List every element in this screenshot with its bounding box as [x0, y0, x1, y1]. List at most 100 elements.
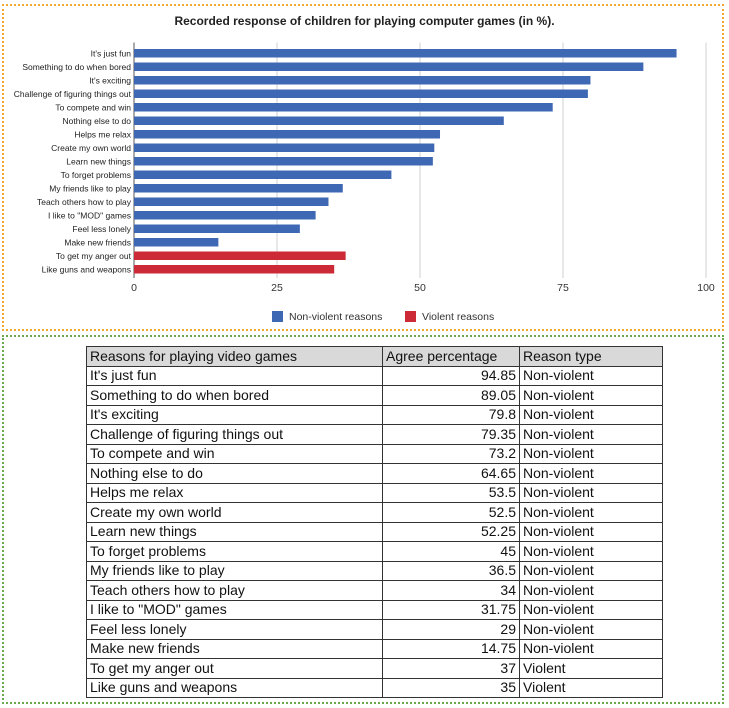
table-row: Feel less lonely 29 Non-violent: [86, 619, 663, 640]
category-label: Feel less lonely: [72, 224, 131, 234]
percentage-cell: 89.05: [382, 385, 520, 406]
reason-type-cell: Violent: [519, 677, 663, 698]
table-row: I like to "MOD" games 31.75 Non-violent: [86, 599, 663, 620]
reason-type-cell: Non-violent: [519, 404, 663, 425]
category-label: To get my anger out: [56, 251, 132, 261]
reason-cell: I like to "MOD" games: [86, 599, 383, 620]
reason-type-cell: Non-violent: [519, 521, 663, 542]
percentage-cell: 29: [382, 619, 520, 640]
bar: [134, 184, 343, 193]
bar: [134, 89, 588, 98]
x-tick-label: 0: [131, 282, 137, 294]
category-label: Nothing else to do: [62, 116, 131, 126]
table-row: To compete and win 73.2 Non-violent: [86, 443, 663, 464]
legend-swatch: [405, 311, 416, 322]
table-row: To forget problems 45 Non-violent: [86, 541, 663, 562]
table-row: Something to do when bored 89.05 Non-viole…: [86, 385, 663, 406]
reason-type-cell: Non-violent: [519, 619, 663, 640]
percentage-cell: 73.2: [382, 443, 520, 464]
table-row: Create my own world 52.5 Non-violent: [86, 502, 663, 523]
x-tick-label: 50: [414, 282, 426, 294]
bar: [134, 170, 392, 179]
legend-swatch: [272, 311, 283, 322]
reason-type-cell: Non-violent: [519, 599, 663, 620]
x-tick-label: 75: [557, 282, 569, 294]
table-row: My friends like to play 36.5 Non-violent: [86, 560, 663, 581]
reason-type-cell: Non-violent: [519, 580, 663, 601]
reason-cell: To compete and win: [86, 443, 383, 464]
reason-cell: It's exciting: [86, 404, 383, 425]
bar: [134, 103, 553, 112]
reason-type-cell: Non-violent: [519, 502, 663, 523]
table-row: Teach others how to play 34 Non-violent: [86, 580, 663, 601]
percentage-cell: 35: [382, 677, 520, 698]
table-panel: [2, 335, 724, 704]
percentage-cell: 36.5: [382, 560, 520, 581]
reason-cell: To forget problems: [86, 541, 383, 562]
x-tick-label: 25: [271, 282, 283, 294]
bar: [134, 211, 316, 220]
reason-type-cell: Non-violent: [519, 385, 663, 406]
reason-cell: Challenge of figuring things out: [86, 424, 383, 445]
reason-type-cell: Non-violent: [519, 560, 663, 581]
percentage-cell: 79.35: [382, 424, 520, 445]
bar-chart: 0 25 50 75 100 It's just fun Something to do w…: [14, 42, 715, 323]
reason-type-cell: Non-violent: [519, 482, 663, 503]
table-row: To get my anger out 37 Violent: [86, 658, 663, 679]
percentage-cell: 64.65: [382, 463, 520, 484]
category-label: It's just fun: [91, 48, 132, 58]
reason-cell: Helps me relax: [86, 482, 383, 503]
bar: [134, 265, 335, 274]
bar: [134, 238, 219, 247]
bar: [134, 251, 346, 260]
table-header-row: Reasons for playing video games Agree per…: [86, 346, 663, 367]
bar: [134, 157, 433, 166]
reason-type-cell: Non-violent: [519, 424, 663, 445]
percentage-cell: 34: [382, 580, 520, 601]
reason-type-cell: Non-violent: [519, 638, 663, 659]
category-label: Make new friends: [64, 237, 131, 247]
reason-cell: Feel less lonely: [86, 619, 383, 640]
bar: [134, 224, 300, 233]
percentage-cell: 31.75: [382, 599, 520, 620]
x-tick-label: 100: [697, 282, 715, 294]
reason-type-cell: Non-violent: [519, 463, 663, 484]
category-label: Learn new things: [66, 156, 131, 166]
percentage-cell: 79.8: [382, 404, 520, 425]
table-row: Like guns and weapons 35 Violent: [86, 677, 663, 698]
table-row: Make new friends 14.75 Non-violent: [86, 638, 663, 659]
reason-cell: Learn new things: [86, 521, 383, 542]
table-row: It's exciting 79.8 Non-violent: [86, 404, 663, 425]
bar: [134, 76, 591, 85]
category-label: It's exciting: [89, 75, 131, 85]
category-label: Like guns and weapons: [42, 264, 131, 274]
column-header: Agree percentage: [382, 346, 520, 367]
table-row: Nothing else to do 64.65 Non-violent: [86, 463, 663, 484]
table-row: Learn new things 52.25 Non-violent: [86, 521, 663, 542]
category-label: Challenge of figuring things out: [14, 89, 132, 99]
bar: [134, 116, 504, 125]
table-row: Challenge of figuring things out 79.35 Non…: [86, 424, 663, 445]
reason-cell: Nothing else to do: [86, 463, 383, 484]
category-label: I like to "MOD" games: [48, 210, 131, 220]
reason-cell: My friends like to play: [86, 560, 383, 581]
chart-title: Recorded response of children for playin…: [174, 14, 555, 28]
reason-cell: Make new friends: [86, 638, 383, 659]
bar: [134, 130, 441, 139]
percentage-cell: 45: [382, 541, 520, 562]
reason-cell: It's just fun: [86, 365, 383, 386]
category-label: Create my own world: [51, 143, 131, 153]
reason-cell: Create my own world: [86, 502, 383, 523]
category-label: To forget problems: [61, 170, 131, 180]
reason-cell: Something to do when bored: [86, 385, 383, 406]
category-label: To compete and win: [55, 102, 131, 112]
reason-type-cell: Non-violent: [519, 541, 663, 562]
column-header: Reasons for playing video games: [86, 346, 383, 367]
percentage-cell: 14.75: [382, 638, 520, 659]
reason-cell: To get my anger out: [86, 658, 383, 679]
bar: [134, 49, 677, 58]
legend-label: Violent reasons: [422, 311, 494, 323]
legend-label: Non-violent reasons: [289, 311, 382, 323]
column-header: Reason type: [519, 346, 663, 367]
reason-cell: Like guns and weapons: [86, 677, 383, 698]
